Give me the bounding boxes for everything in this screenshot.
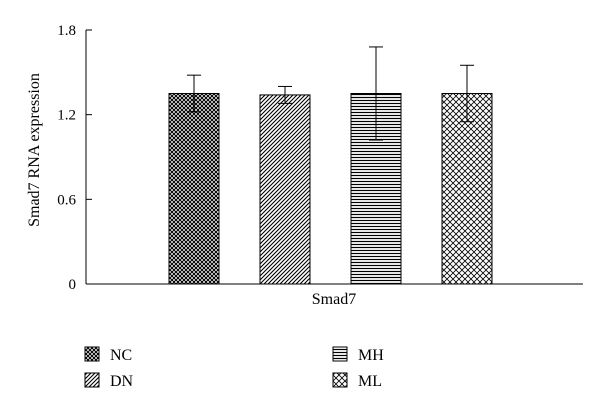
bar-dn (259, 94, 311, 285)
y-tick-label: 1.8 (57, 23, 76, 39)
legend-label-ml: ML (358, 373, 382, 390)
y-axis-title: Smad7 RNA expression (26, 73, 43, 227)
y-tick-label: 0 (69, 277, 77, 293)
legend-label-nc: NC (110, 347, 132, 364)
legend: NC DN MH ML (84, 346, 384, 390)
bar-ml (441, 93, 493, 285)
legend-label-dn: DN (110, 373, 134, 390)
y-tick-label: 0.6 (57, 192, 76, 208)
y-tick-label: 1.2 (57, 108, 76, 124)
y-axis-ticks: 0 0.6 1.2 1.8 (57, 23, 92, 293)
bar-nc (168, 93, 220, 285)
legend-swatch-ml (332, 372, 348, 388)
legend-label-mh: MH (358, 347, 384, 364)
legend-swatch-nc (84, 346, 100, 362)
bars (168, 46, 493, 285)
legend-swatch-mh (332, 346, 348, 362)
x-axis-title: Smad7 (312, 291, 356, 308)
legend-swatch-dn (84, 372, 100, 388)
